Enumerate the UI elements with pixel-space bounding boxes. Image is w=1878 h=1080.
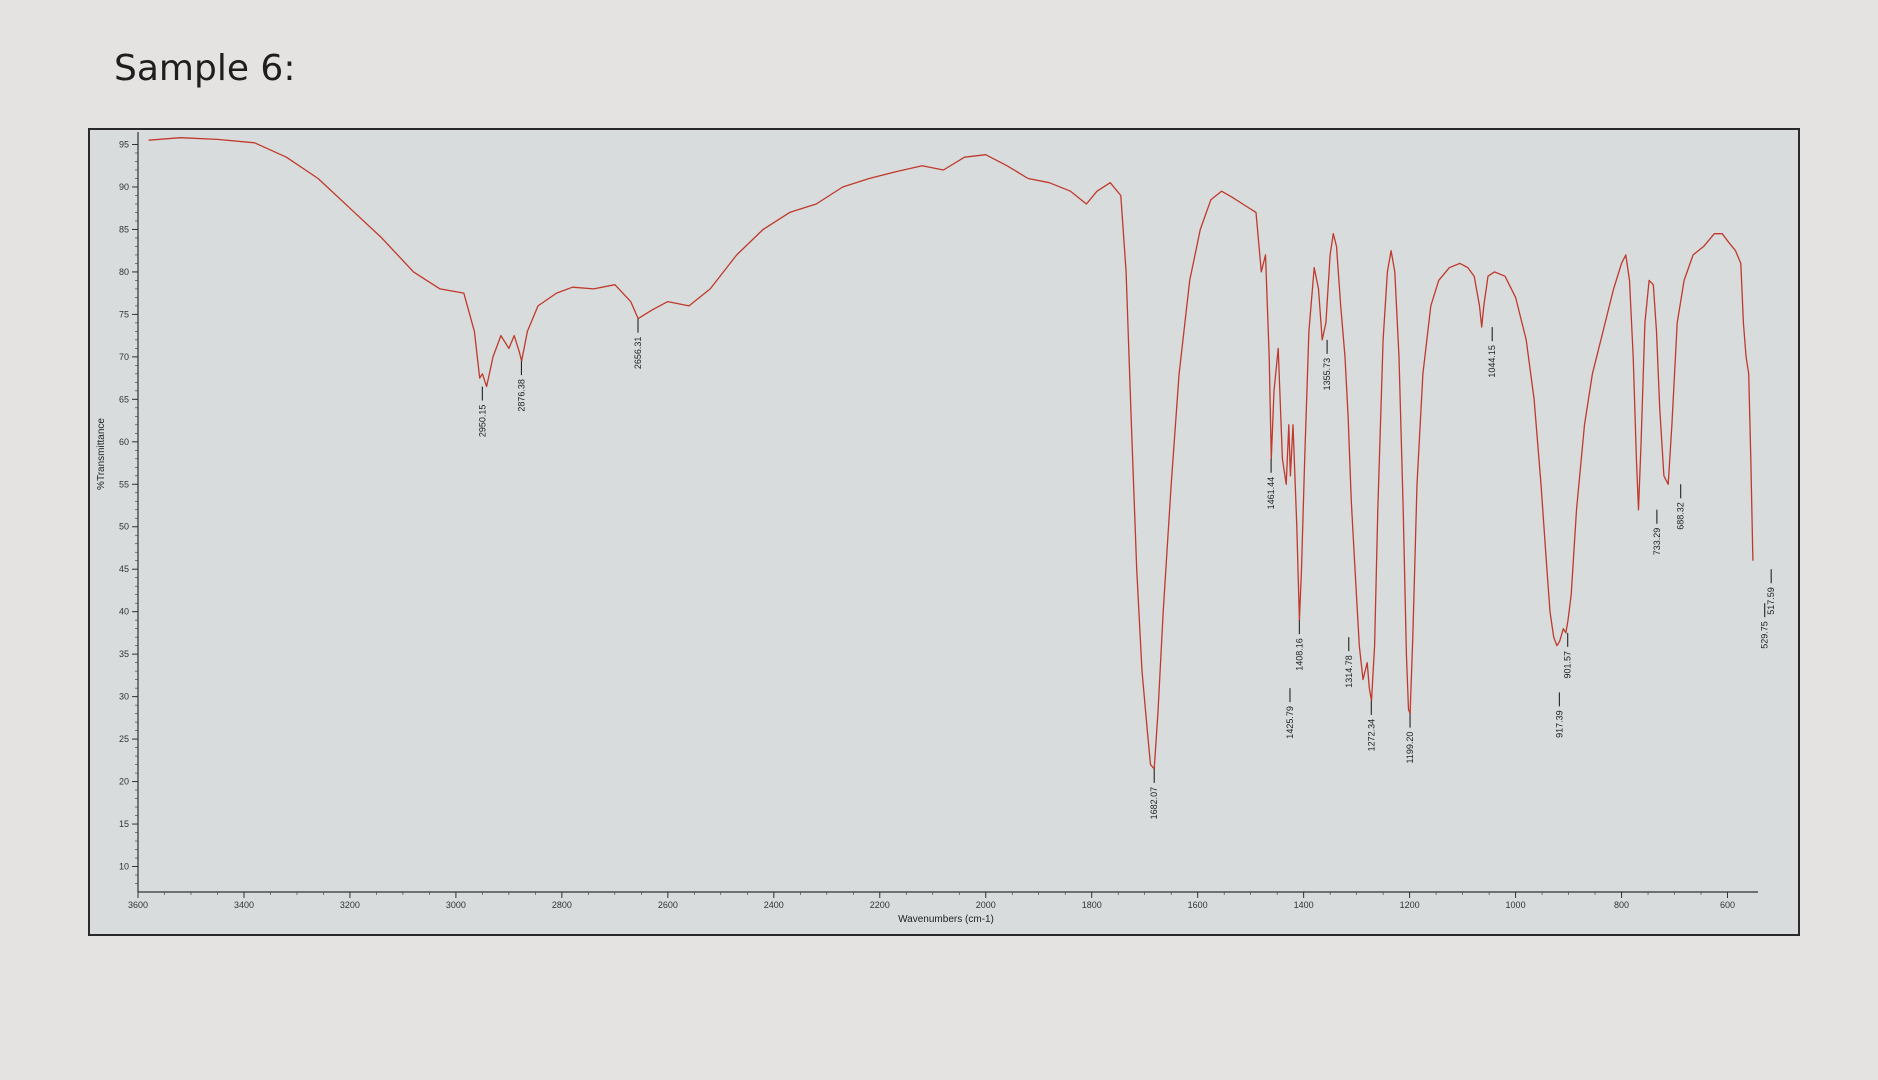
x-tick-label: 800: [1614, 900, 1629, 910]
y-tick-label: 40: [119, 607, 129, 617]
peak-label: 2656.31: [633, 337, 643, 370]
x-tick-label: 3400: [234, 900, 254, 910]
x-tick-label: 600: [1720, 900, 1735, 910]
peak-label: 901.57: [1563, 651, 1573, 679]
y-tick-label: 85: [119, 224, 129, 234]
y-tick-label: 55: [119, 479, 129, 489]
peak-label: 1408.16: [1294, 638, 1304, 671]
x-tick-label: 3200: [340, 900, 360, 910]
y-tick-label: 35: [119, 649, 129, 659]
y-tick-label: 50: [119, 522, 129, 532]
peak-label: 1425.79: [1285, 706, 1295, 739]
peak-label: 1044.15: [1487, 345, 1497, 378]
peak-label: 1272.34: [1366, 719, 1376, 752]
x-tick-label: 1000: [1506, 900, 1526, 910]
peak-label: 529.75: [1760, 621, 1770, 649]
x-tick-label: 3600: [128, 900, 148, 910]
x-tick-label: 1200: [1400, 900, 1420, 910]
x-tick-label: 2000: [976, 900, 996, 910]
peak-label: 1682.07: [1149, 787, 1159, 820]
peak-label: 2876.38: [516, 379, 526, 412]
y-tick-label: 30: [119, 692, 129, 702]
ir-spectrum-chart: 95 90 85 80 75 70 65 60 55 50 45 40 35 30 25 20 15 10 360…: [96, 132, 1776, 925]
y-tick-label: 15: [119, 819, 129, 829]
peak-markers: 2950.15 2876.38 2656.31 1682.07 1461.44 1425.…: [477, 318, 1776, 820]
x-tick-label: 2400: [764, 900, 784, 910]
page-heading: Sample 6:: [114, 48, 296, 89]
x-tick-label: 3000: [446, 900, 466, 910]
spectrum-line: [148, 137, 1754, 770]
x-tick-label: 1400: [1294, 900, 1314, 910]
y-tick-label: 95: [119, 139, 129, 149]
y-axis-ticks: 95 90 85 80 75 70 65 60 55 50 45 40 35 30 25 20 15 10: [119, 139, 138, 884]
x-tick-label: 2200: [870, 900, 890, 910]
peak-label: 917.39: [1554, 710, 1564, 738]
y-tick-label: 75: [119, 309, 129, 319]
y-tick-label: 70: [119, 352, 129, 362]
y-tick-label: 45: [119, 564, 129, 574]
y-tick-label: 65: [119, 394, 129, 404]
peak-label: 1461.44: [1266, 477, 1276, 510]
y-tick-label: 90: [119, 182, 129, 192]
spectrum-chart-frame: 95 90 85 80 75 70 65 60 55 50 45 40 35 30 25 20 15 10 360…: [88, 128, 1800, 936]
y-tick-label: 20: [119, 777, 129, 787]
y-tick-label: 10: [119, 862, 129, 872]
peak-label: 1199.20: [1405, 732, 1415, 764]
x-tick-label: 2800: [552, 900, 572, 910]
peak-label: 517.59: [1766, 587, 1776, 615]
x-tick-label: 1600: [1188, 900, 1208, 910]
chart-axes: [137, 132, 1758, 893]
x-tick-label: 2600: [658, 900, 678, 910]
y-tick-label: 25: [119, 734, 129, 744]
peak-label: 688.32: [1676, 502, 1686, 530]
x-axis-ticks: 3600 3400 3200 3000 2800 2600 2400 2200 2000 1800…: [128, 892, 1735, 910]
peak-label: 1314.78: [1344, 655, 1354, 688]
spectrum-series: [148, 137, 1754, 770]
x-tick-label: 1800: [1082, 900, 1102, 910]
y-tick-label: 80: [119, 267, 129, 277]
peak-label: 1355.73: [1322, 358, 1332, 391]
x-axis-label: Wavenumbers (cm-1): [898, 914, 994, 925]
y-axis-label: %Transmittance: [96, 418, 107, 490]
peak-label: 733.29: [1652, 528, 1662, 556]
peak-label: 2950.15: [477, 405, 487, 438]
y-tick-label: 60: [119, 437, 129, 447]
